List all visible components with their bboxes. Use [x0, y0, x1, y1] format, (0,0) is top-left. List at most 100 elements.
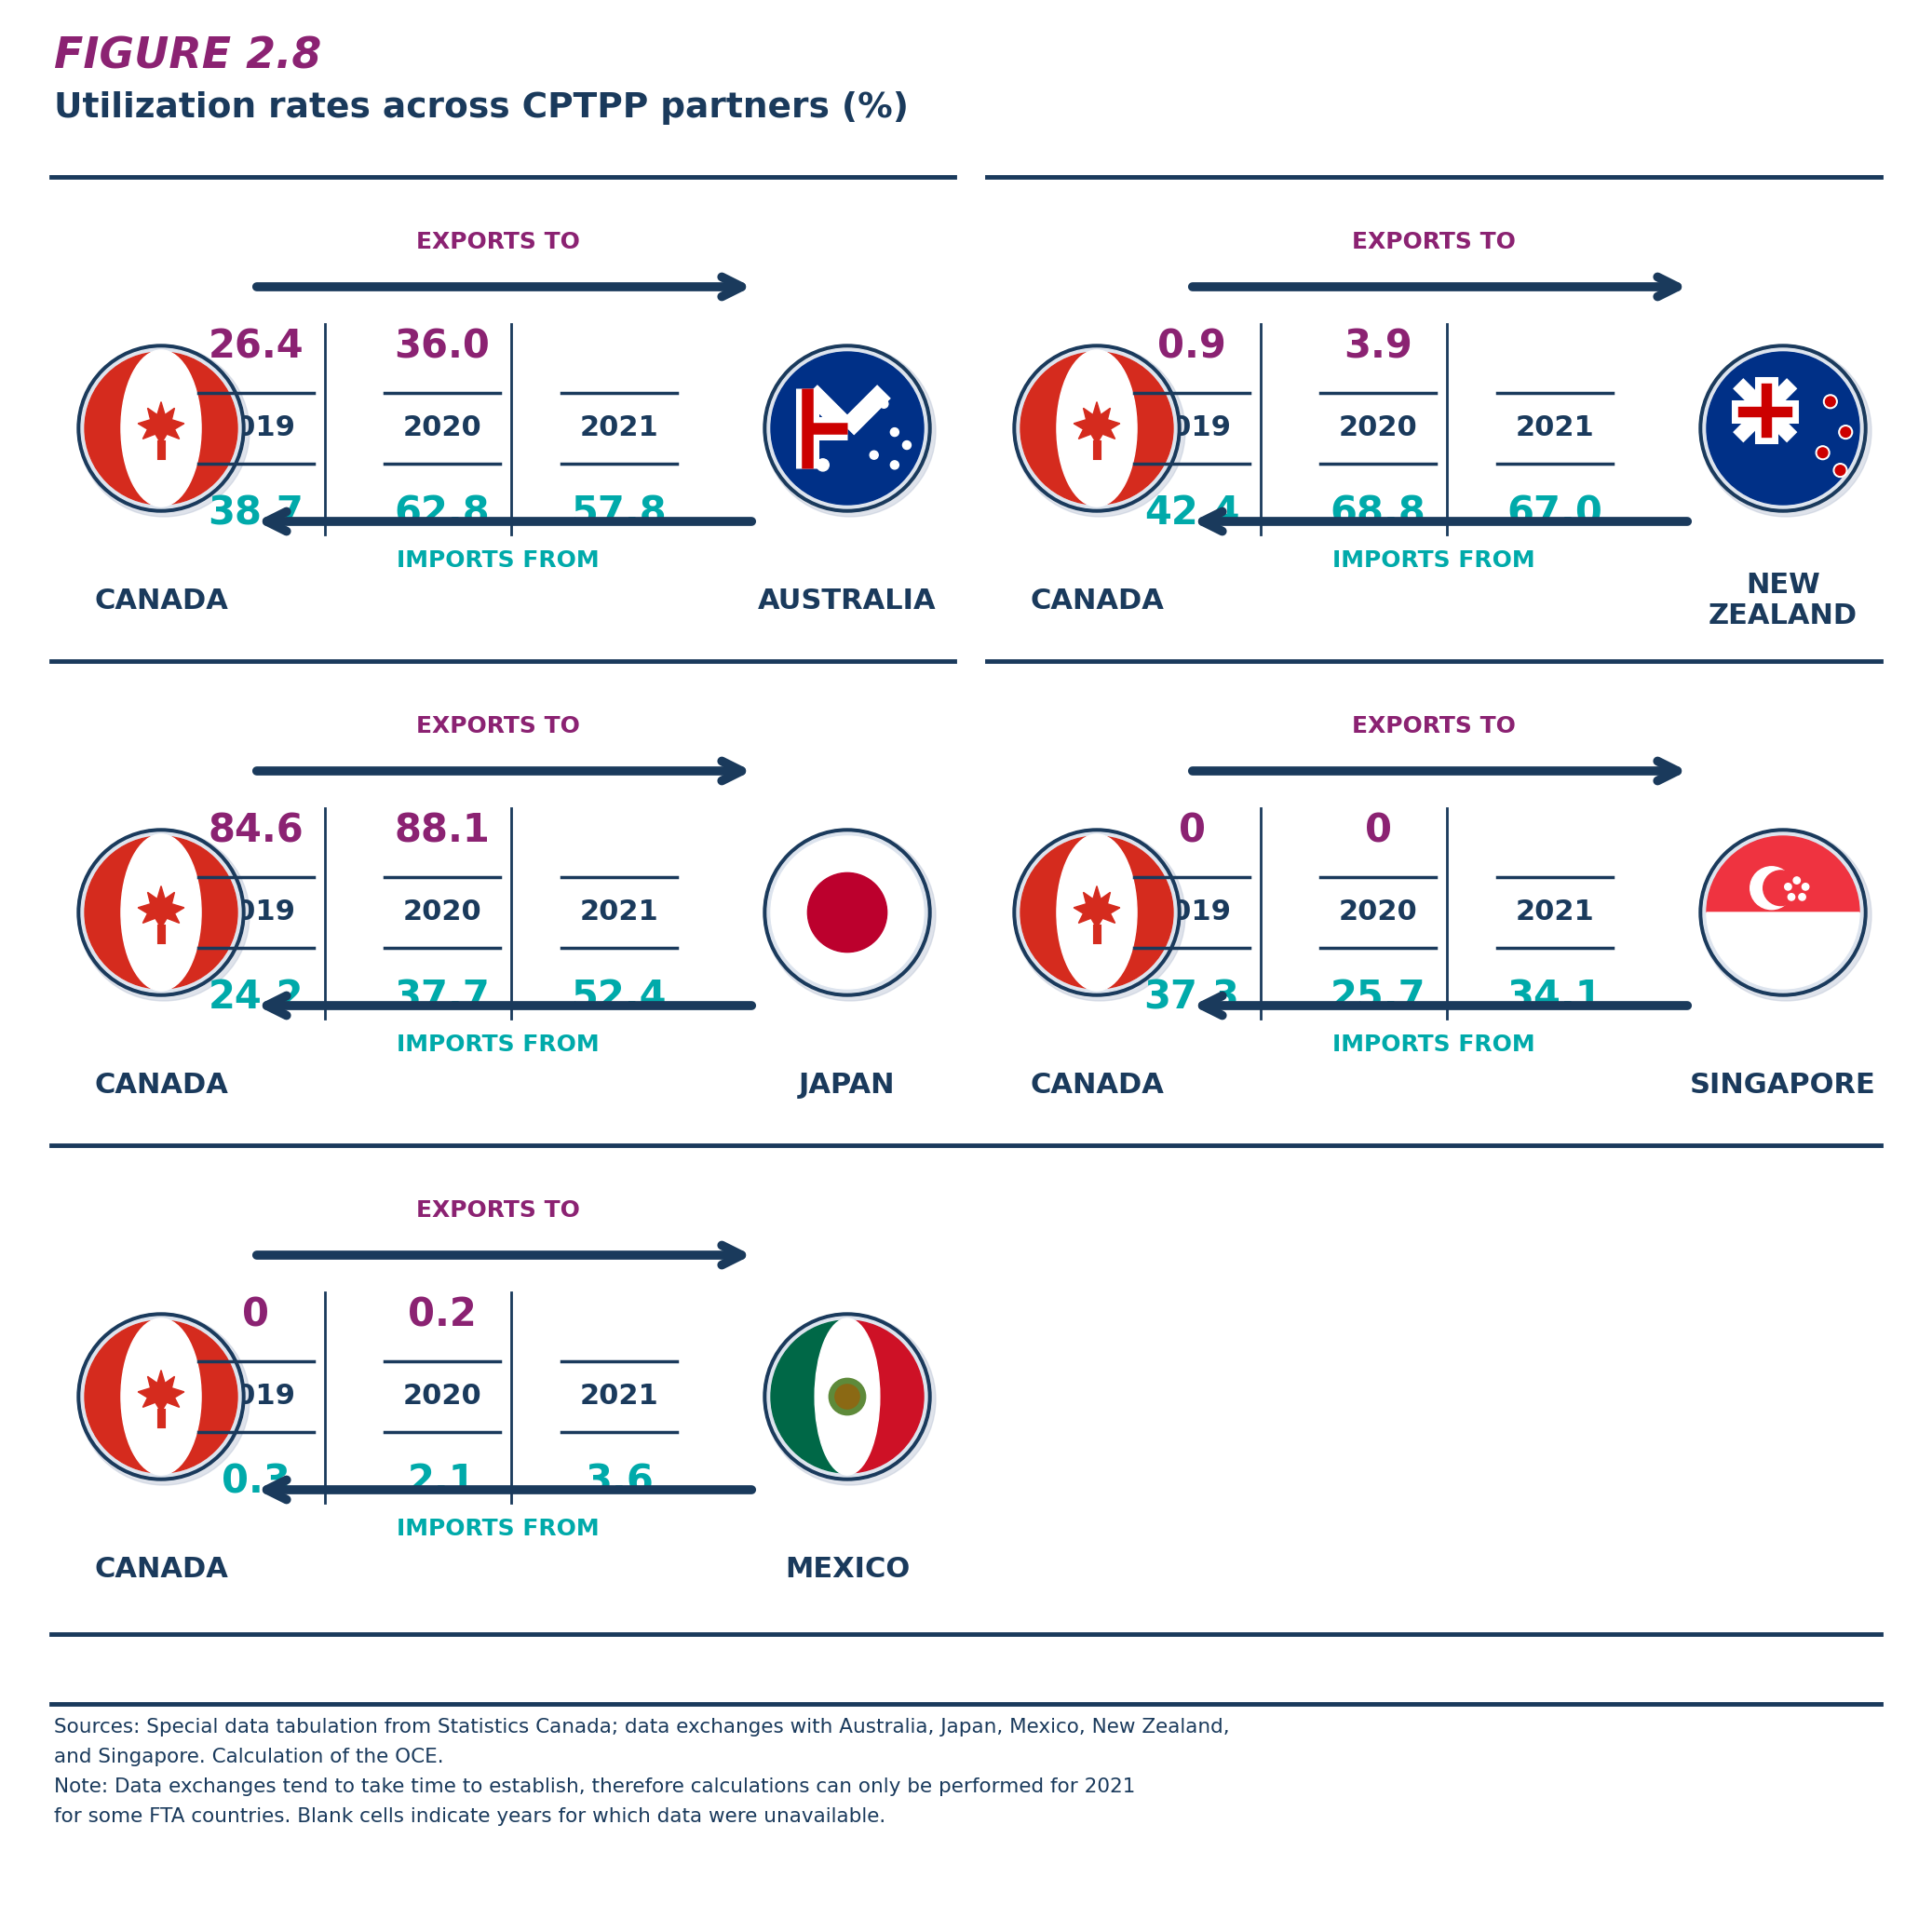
Text: 62.8: 62.8 — [394, 493, 491, 533]
Text: JAPAN: JAPAN — [800, 1071, 895, 1098]
Text: 38.7: 38.7 — [209, 493, 303, 533]
Text: EXPORTS TO: EXPORTS TO — [1352, 230, 1517, 253]
Circle shape — [763, 829, 931, 996]
Ellipse shape — [122, 835, 201, 990]
Wedge shape — [160, 837, 238, 988]
Text: 2021: 2021 — [1515, 898, 1594, 927]
Wedge shape — [85, 351, 160, 505]
Circle shape — [1700, 345, 1872, 516]
Circle shape — [77, 345, 245, 512]
Wedge shape — [1097, 351, 1173, 505]
Circle shape — [85, 351, 238, 505]
Circle shape — [835, 1384, 860, 1409]
Circle shape — [891, 461, 898, 468]
Circle shape — [1700, 829, 1866, 996]
Text: 0: 0 — [1364, 812, 1391, 850]
Circle shape — [1787, 894, 1795, 900]
Text: 42.4: 42.4 — [1144, 493, 1240, 533]
Circle shape — [85, 1320, 238, 1474]
Circle shape — [1012, 829, 1180, 996]
Circle shape — [1841, 428, 1851, 438]
Circle shape — [869, 451, 879, 459]
Circle shape — [765, 345, 935, 516]
Text: 3.9: 3.9 — [1343, 326, 1412, 367]
Circle shape — [1839, 426, 1853, 439]
Text: IMPORTS FROM: IMPORTS FROM — [1333, 549, 1536, 572]
Text: CANADA: CANADA — [1030, 1071, 1163, 1098]
Text: 2020: 2020 — [402, 898, 481, 927]
Text: 34.1: 34.1 — [1507, 977, 1604, 1017]
Wedge shape — [160, 1320, 238, 1474]
Text: 0: 0 — [1179, 812, 1206, 850]
Circle shape — [1793, 877, 1801, 885]
Text: 2020: 2020 — [1339, 415, 1418, 441]
Text: 26.4: 26.4 — [209, 326, 303, 367]
Circle shape — [1020, 837, 1173, 988]
Circle shape — [829, 1378, 866, 1414]
Ellipse shape — [815, 1318, 879, 1476]
Text: CANADA: CANADA — [95, 1071, 228, 1098]
Text: 3.6: 3.6 — [585, 1462, 653, 1501]
Wedge shape — [1097, 837, 1173, 988]
Circle shape — [1826, 397, 1835, 407]
Wedge shape — [771, 1320, 848, 1474]
Circle shape — [1764, 871, 1799, 906]
Text: IMPORTS FROM: IMPORTS FROM — [396, 1034, 599, 1055]
Wedge shape — [85, 1320, 160, 1474]
Text: 2020: 2020 — [402, 1384, 481, 1410]
Text: 57.8: 57.8 — [572, 493, 667, 533]
Text: NEW
ZEALAND: NEW ZEALAND — [1708, 572, 1857, 629]
Circle shape — [765, 829, 935, 1002]
Text: CANADA: CANADA — [95, 1556, 228, 1583]
Text: MEXICO: MEXICO — [784, 1556, 910, 1583]
Circle shape — [767, 347, 927, 509]
Circle shape — [767, 1316, 927, 1478]
Wedge shape — [85, 837, 160, 988]
Circle shape — [808, 873, 887, 952]
Text: 2019: 2019 — [1151, 898, 1231, 927]
Circle shape — [763, 1313, 931, 1480]
Circle shape — [765, 1315, 935, 1485]
Text: EXPORTS TO: EXPORTS TO — [415, 716, 580, 737]
Circle shape — [771, 837, 923, 988]
Circle shape — [902, 441, 912, 449]
Wedge shape — [160, 351, 238, 505]
Circle shape — [77, 1313, 245, 1480]
Circle shape — [1799, 894, 1806, 900]
Text: 0.2: 0.2 — [408, 1295, 477, 1334]
Text: 2019: 2019 — [216, 898, 296, 927]
Text: 67.0: 67.0 — [1507, 493, 1604, 533]
Text: 36.0: 36.0 — [394, 326, 491, 367]
Circle shape — [1702, 833, 1862, 992]
Text: 0.9: 0.9 — [1157, 326, 1227, 367]
Text: 2021: 2021 — [1515, 415, 1594, 441]
Text: IMPORTS FROM: IMPORTS FROM — [1333, 1034, 1536, 1055]
Circle shape — [85, 837, 238, 988]
Circle shape — [1750, 867, 1793, 910]
Text: 2.1: 2.1 — [408, 1462, 477, 1501]
Circle shape — [771, 351, 923, 505]
Circle shape — [817, 459, 829, 470]
Circle shape — [81, 347, 242, 509]
Polygon shape — [1074, 401, 1121, 443]
Text: AUSTRALIA: AUSTRALIA — [757, 587, 937, 614]
Wedge shape — [1020, 351, 1097, 505]
Text: SINGAPORE: SINGAPORE — [1690, 1071, 1876, 1098]
Text: 2020: 2020 — [1339, 898, 1418, 927]
Circle shape — [1785, 883, 1791, 890]
Ellipse shape — [1057, 835, 1136, 990]
Polygon shape — [137, 887, 184, 929]
Circle shape — [1835, 464, 1845, 476]
Circle shape — [77, 829, 245, 996]
Circle shape — [1014, 345, 1184, 516]
Text: 2021: 2021 — [580, 1384, 659, 1410]
Circle shape — [891, 428, 898, 436]
Circle shape — [1016, 833, 1177, 992]
Wedge shape — [1020, 837, 1097, 988]
Circle shape — [77, 345, 249, 516]
Text: EXPORTS TO: EXPORTS TO — [415, 1199, 580, 1222]
Wedge shape — [848, 1320, 923, 1474]
Circle shape — [1700, 345, 1866, 512]
Polygon shape — [137, 1370, 184, 1412]
Text: 37.7: 37.7 — [394, 977, 491, 1017]
